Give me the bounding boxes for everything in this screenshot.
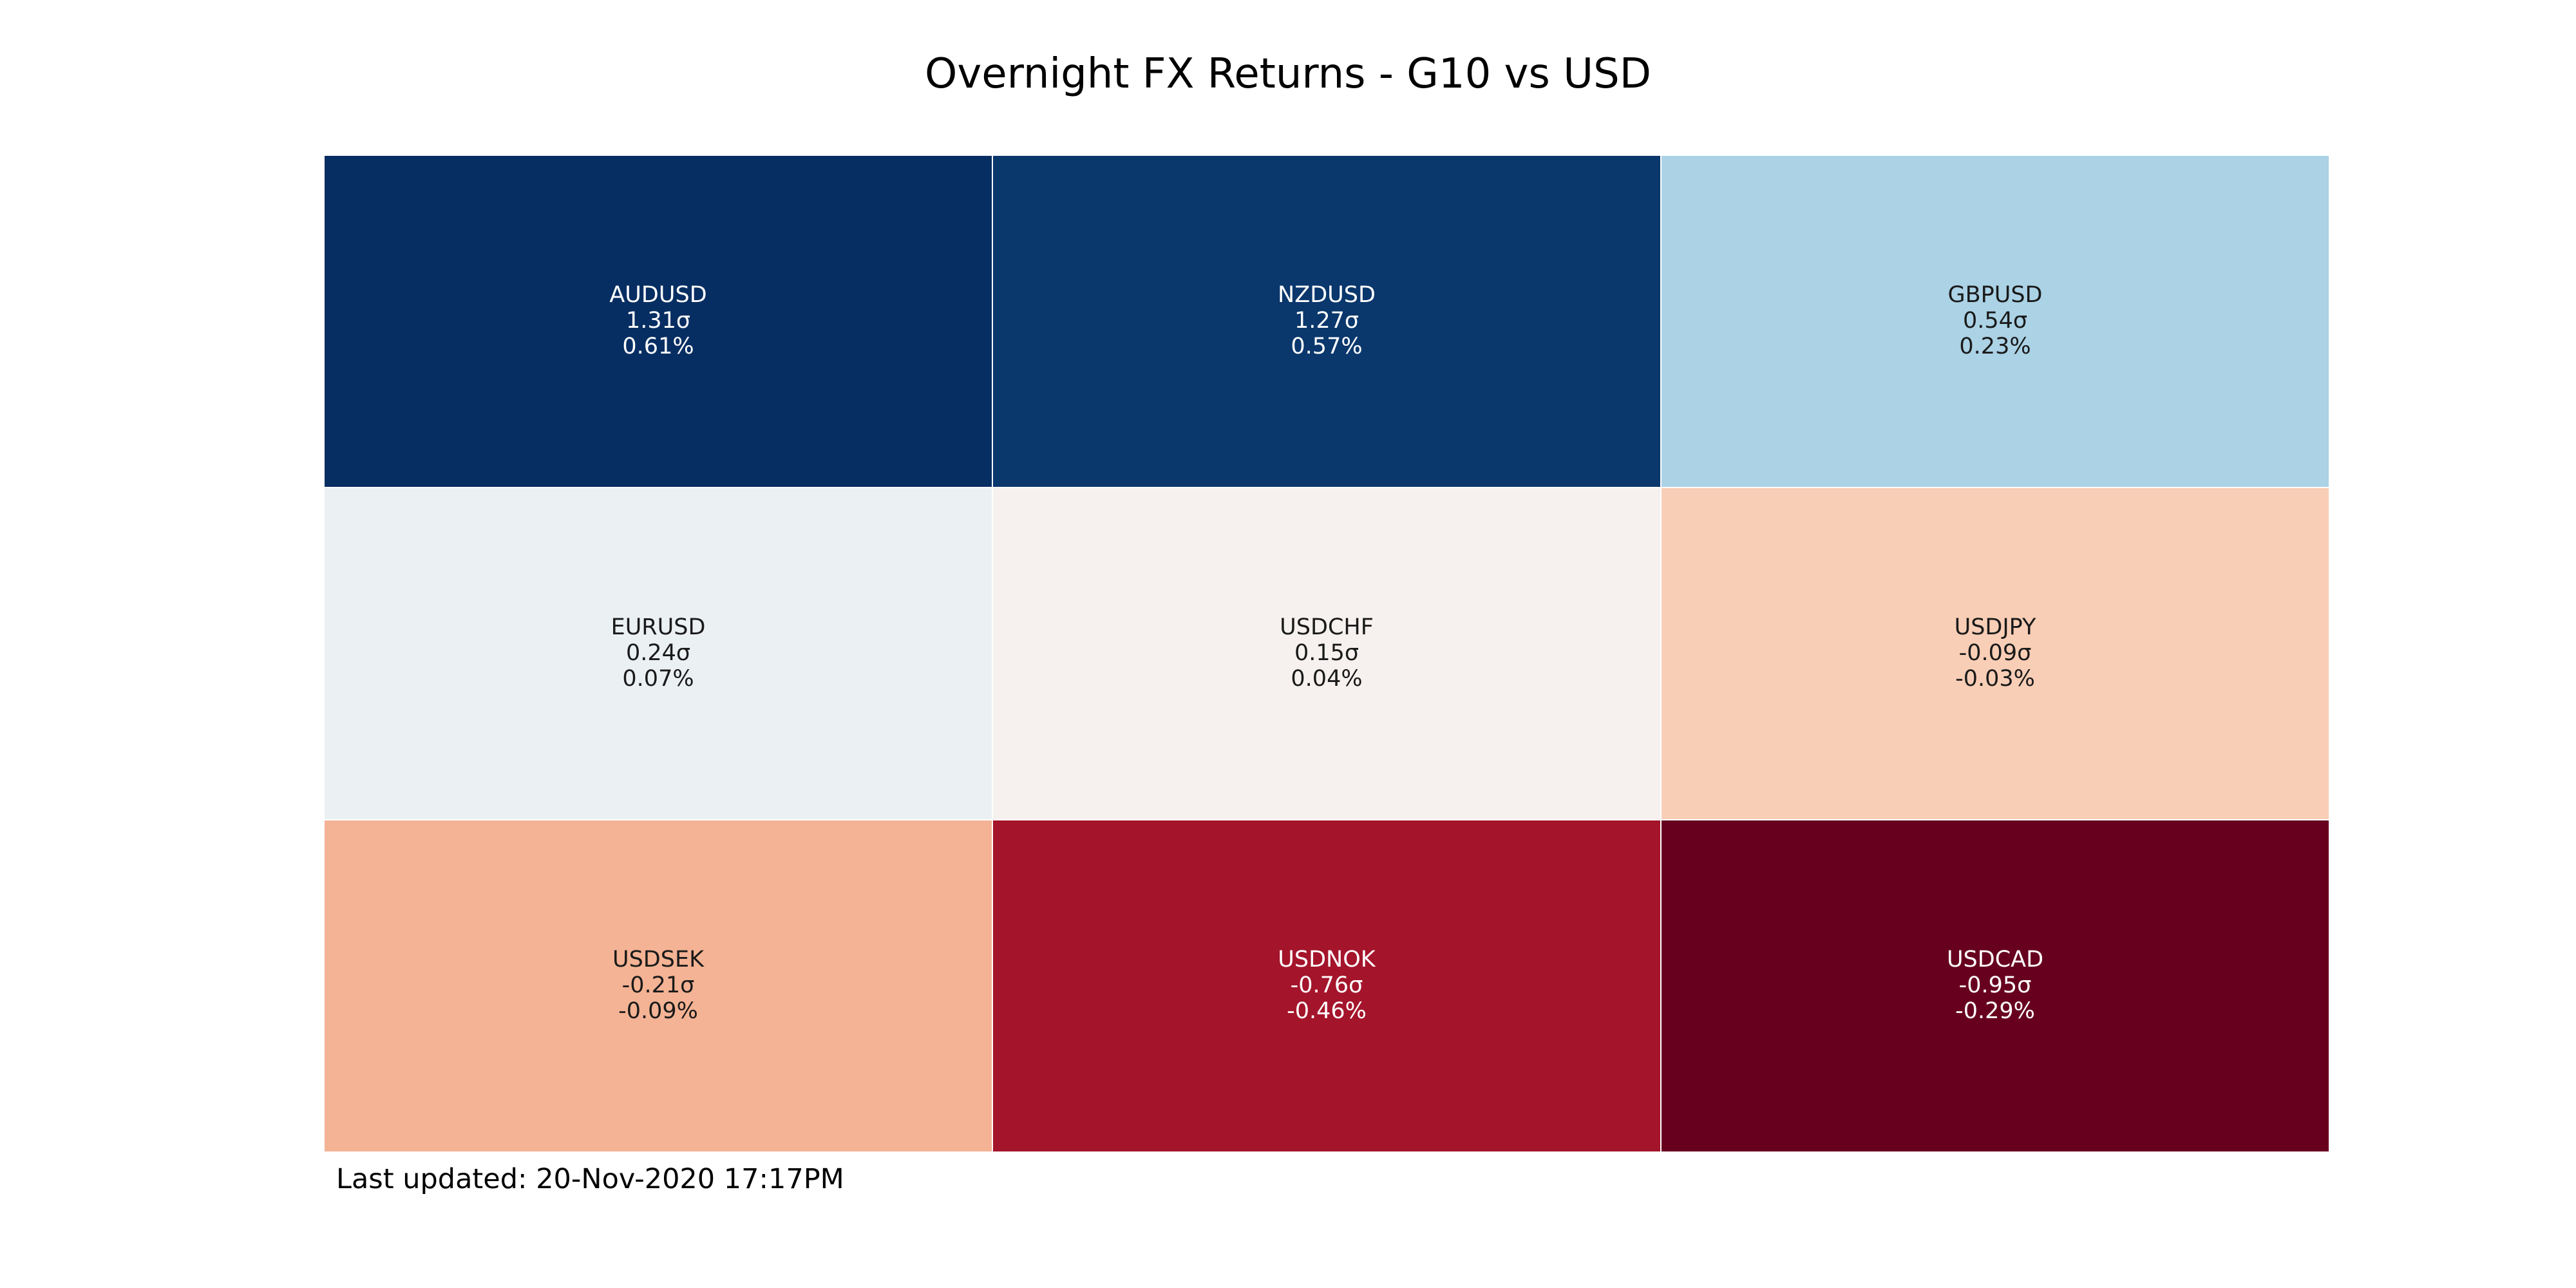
cell-sigma-usdnok: -0.76σ xyxy=(1291,972,1363,998)
cell-label-usdnok: USDNOK xyxy=(1278,947,1376,972)
cell-label-usdjpy: USDJPY xyxy=(1955,614,2036,640)
cell-usdcad xyxy=(1660,819,2330,1153)
cell-usdsek xyxy=(323,819,993,1153)
cell-return-usdsek: -0.09% xyxy=(618,998,698,1024)
cell-return-eurusd: 0.07% xyxy=(622,666,694,692)
last-updated-note: Last updated: 20-Nov-2020 17:17PM xyxy=(336,1163,844,1195)
cell-sigma-usdjpy: -0.09σ xyxy=(1959,640,2032,666)
cell-usdjpy xyxy=(1660,487,2330,820)
cell-return-gbpusd: 0.23% xyxy=(1959,334,2031,359)
cell-gbpusd xyxy=(1660,155,2330,488)
cell-sigma-gbpusd: 0.54σ xyxy=(1963,308,2027,334)
cell-label-usdsek: USDSEK xyxy=(612,947,705,972)
cell-label-nzdusd: NZDUSD xyxy=(1278,282,1376,308)
cell-eurusd xyxy=(323,487,993,820)
chart-title: Overnight FX Returns - G10 vs USD xyxy=(925,50,1651,98)
cell-label-usdcad: USDCAD xyxy=(1947,947,2043,972)
cell-return-usdjpy: -0.03% xyxy=(1955,666,2035,692)
cell-audusd xyxy=(323,155,993,488)
cell-sigma-usdcad: -0.95σ xyxy=(1959,972,2032,998)
cell-return-usdnok: -0.46% xyxy=(1287,998,1367,1024)
cell-label-eurusd: EURUSD xyxy=(611,614,706,640)
cell-return-nzdusd: 0.57% xyxy=(1291,334,1362,359)
cell-sigma-eurusd: 0.24σ xyxy=(626,640,690,666)
cell-sigma-audusd: 1.31σ xyxy=(626,308,690,334)
cell-sigma-nzdusd: 1.27σ xyxy=(1294,308,1359,334)
cell-nzdusd xyxy=(992,155,1662,488)
cell-label-audusd: AUDUSD xyxy=(609,282,706,308)
cell-label-gbpusd: GBPUSD xyxy=(1947,282,2042,308)
cell-return-usdchf: 0.04% xyxy=(1291,666,1362,692)
cell-sigma-usdchf: 0.15σ xyxy=(1294,640,1359,666)
cell-label-usdchf: USDCHF xyxy=(1280,614,1374,640)
cell-return-audusd: 0.61% xyxy=(622,334,694,359)
cell-usdnok xyxy=(992,819,1662,1153)
cell-return-usdcad: -0.29% xyxy=(1955,998,2035,1024)
cell-sigma-usdsek: -0.21σ xyxy=(622,972,695,998)
